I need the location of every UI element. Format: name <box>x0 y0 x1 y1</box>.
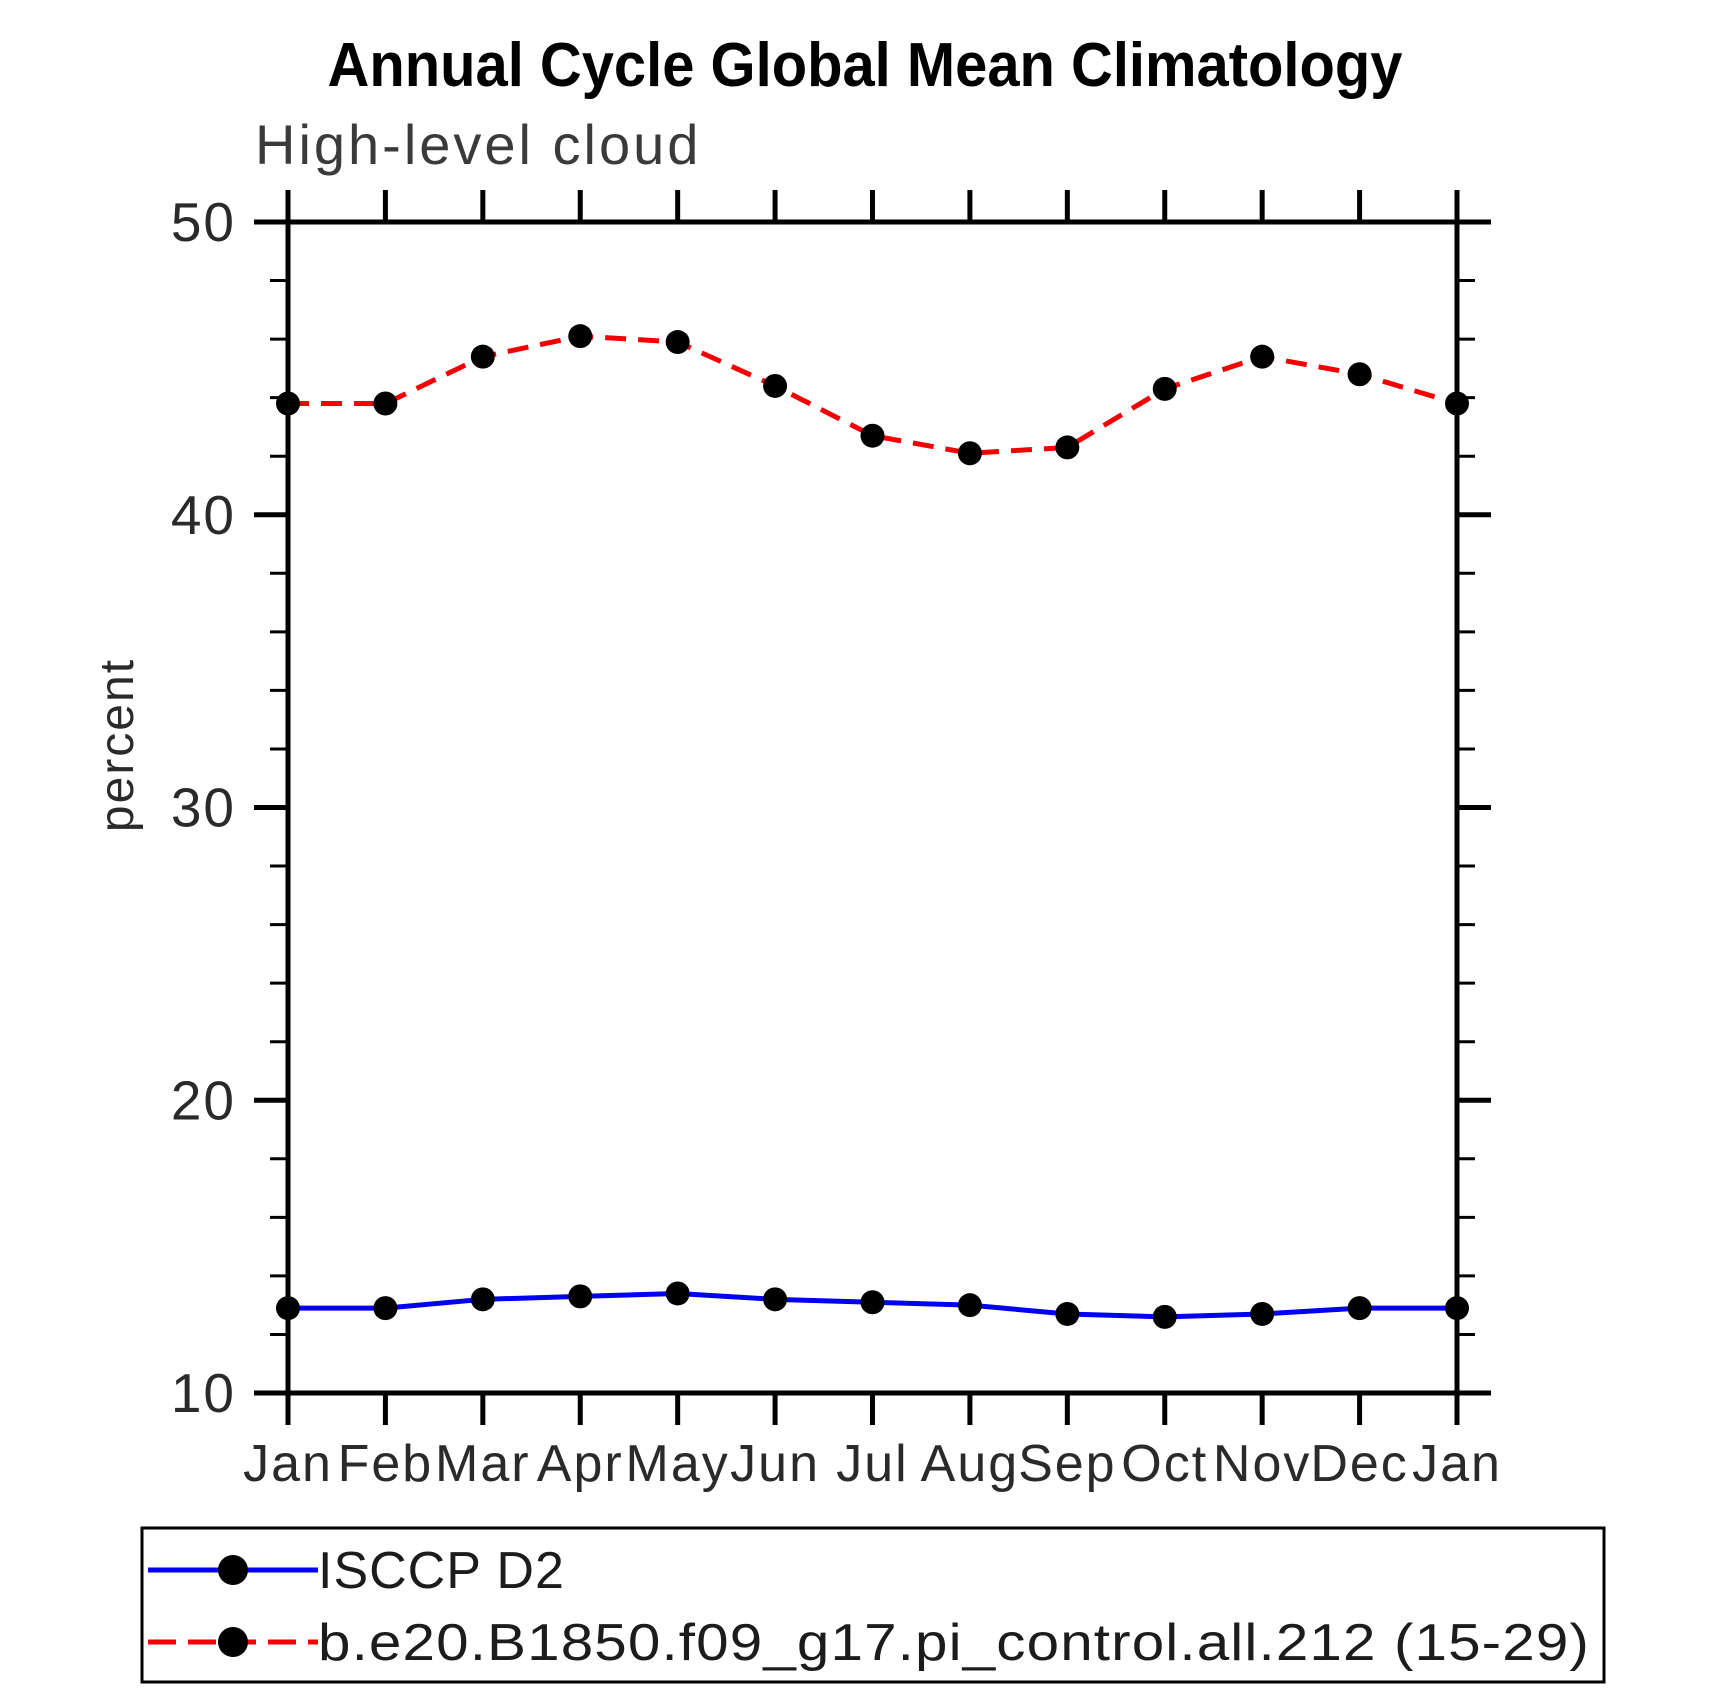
data-point-marker <box>1250 1301 1275 1326</box>
data-point-marker <box>1347 1296 1372 1321</box>
x-tick-label: Jan <box>1412 1435 1502 1493</box>
data-point-marker <box>1347 362 1372 387</box>
data-point-marker <box>373 391 398 416</box>
y-axis-label: percent <box>91 658 144 832</box>
legend-label: ISCCP D2 <box>318 1542 565 1600</box>
data-point-marker <box>1445 1296 1469 1321</box>
y-tick-label: 50 <box>171 191 236 253</box>
legend-marker <box>218 1627 248 1657</box>
data-point-marker <box>1445 391 1469 416</box>
x-tick-label: Apr <box>537 1435 624 1493</box>
data-point-marker <box>276 391 300 416</box>
x-tick-label: Jun <box>730 1435 820 1493</box>
y-tick-label: 30 <box>171 777 236 839</box>
y-tick-label: 20 <box>171 1069 236 1131</box>
x-tick-label: Nov <box>1213 1435 1311 1493</box>
data-point-marker <box>470 1287 495 1312</box>
x-tick-label: Oct <box>1121 1435 1208 1493</box>
x-tick-label: Feb <box>338 1435 434 1493</box>
y-tick-label: 40 <box>171 484 236 546</box>
legend-marker <box>218 1555 248 1585</box>
data-point-marker <box>373 1296 398 1321</box>
legend: ISCCP D2 b.e20.B1850.f09_g17.pi_control.a… <box>140 1526 1606 1684</box>
data-point-marker <box>1055 1301 1080 1326</box>
data-point-marker <box>470 344 495 369</box>
data-point-marker <box>276 1296 300 1321</box>
data-point-marker <box>568 324 593 349</box>
data-point-marker <box>860 1290 885 1315</box>
x-tick-label: Dec <box>1310 1435 1408 1493</box>
x-tick-label: Jan <box>243 1435 333 1493</box>
legend-box <box>140 1526 1606 1684</box>
x-tick-label: Sep <box>1018 1435 1117 1493</box>
plot-frame-group <box>285 219 1460 1396</box>
legend-label: b.e20.B1850.f09_g17.pi_control.all.212 (… <box>318 1614 1590 1672</box>
data-point-marker <box>1250 344 1275 369</box>
series-group <box>276 324 1469 1329</box>
x-tick-label: Aug <box>921 1435 1020 1493</box>
x-tick-label: Jul <box>836 1435 908 1493</box>
data-point-marker <box>1152 1304 1177 1329</box>
y-tick-label: 10 <box>171 1362 236 1424</box>
chart-subtitle: High-level cloud <box>255 113 701 176</box>
x-tick-label: Mar <box>435 1435 531 1493</box>
data-point-marker <box>568 1284 593 1309</box>
x-tick-label: May <box>626 1435 730 1493</box>
chart-title: Annual Cycle Global Mean Climatology <box>328 31 1403 100</box>
data-point-marker <box>1152 376 1177 401</box>
data-point-marker <box>957 441 982 466</box>
data-point-marker <box>860 423 885 448</box>
data-point-marker <box>957 1293 982 1318</box>
data-point-marker <box>665 330 690 355</box>
data-point-marker <box>665 1281 690 1306</box>
data-point-marker <box>763 1287 788 1312</box>
data-point-marker <box>1055 435 1080 460</box>
plot-frame <box>285 219 1460 1396</box>
data-point-marker <box>763 373 788 398</box>
